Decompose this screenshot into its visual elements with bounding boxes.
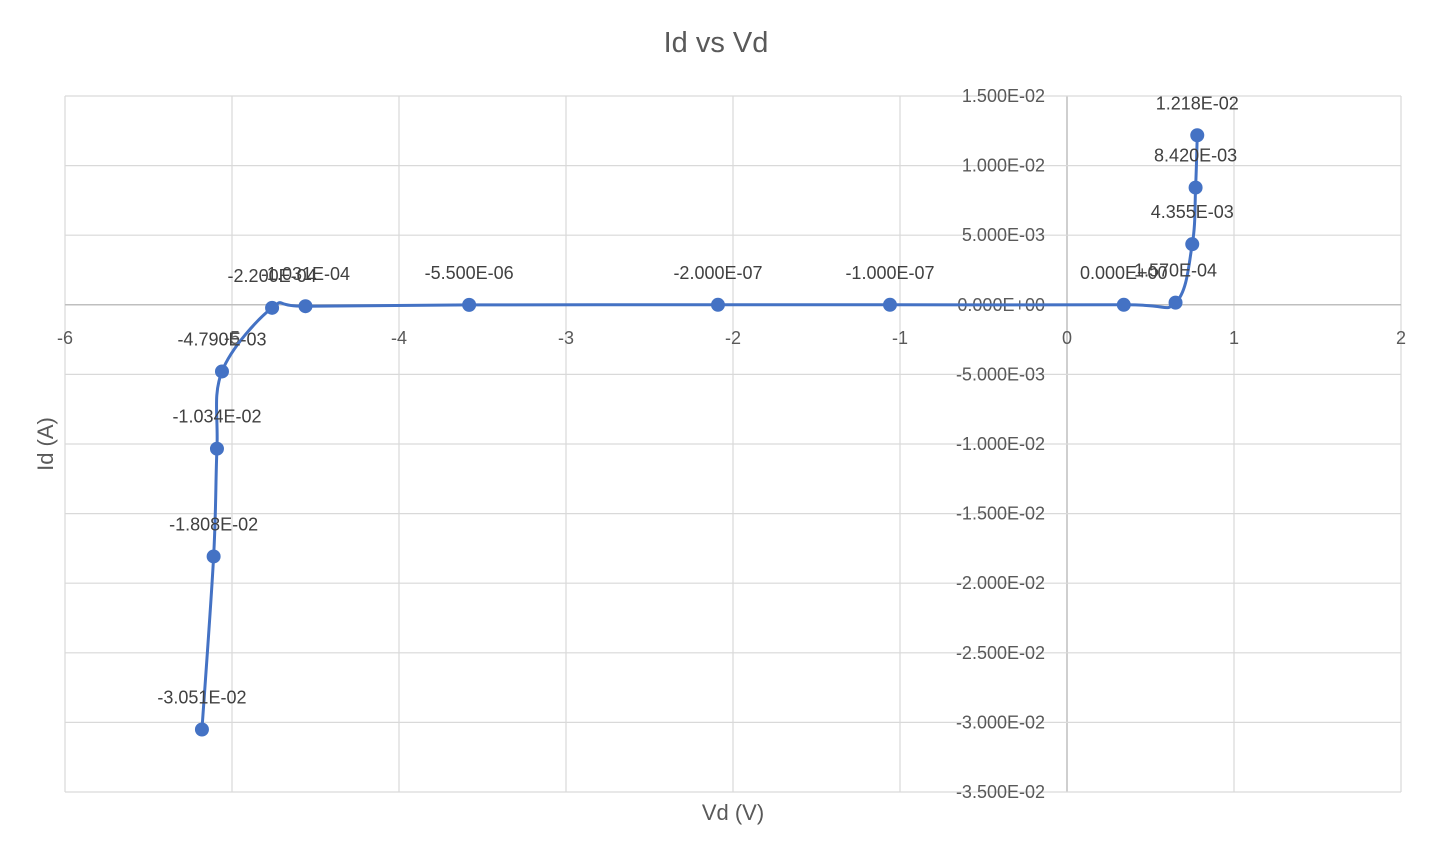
data-point [209,441,224,456]
data-label: -4.790E-03 [177,329,266,349]
y-tick-label: -1.500E-02 [956,504,1045,524]
data-label: -1.808E-02 [169,514,258,534]
data-point [265,300,280,315]
data-point [1190,128,1205,143]
x-tick-label: -1 [892,328,908,348]
data-point [710,297,725,312]
data-label: 8.420E-03 [1154,146,1237,166]
data-label: -1.000E-07 [845,263,934,283]
y-axis-title: Id (A) [33,417,58,471]
x-axis-title: Vd (V) [702,800,764,825]
data-point [1116,297,1131,312]
y-tick-label: 1.500E-02 [962,86,1045,106]
chart-title: Id vs Vd [664,27,769,59]
data-label: -1.034E-02 [172,407,261,427]
x-tick-label: -6 [57,328,73,348]
y-tick-label: 5.000E-03 [962,225,1045,245]
x-tick-label: -2 [725,328,741,348]
data-label: 1.570E-04 [1134,261,1217,281]
data-point [462,297,477,312]
data-point [1188,180,1203,195]
data-label: -3.051E-02 [157,687,246,707]
y-tick-label: -5.000E-03 [956,364,1045,384]
data-label: -1.031E-04 [261,264,350,284]
x-tick-label: 2 [1396,328,1406,348]
x-tick-label: 0 [1062,328,1072,348]
data-point [214,364,229,379]
data-label: -2.200E-04 [228,266,317,286]
x-tick-label: -5 [224,328,240,348]
x-tick-label: 1 [1229,328,1239,348]
y-tick-label: -3.000E-02 [956,712,1045,732]
y-tick-label: -3.500E-02 [956,782,1045,802]
data-point [1185,237,1200,252]
data-label: 0.000E+00 [1080,263,1168,283]
data-label: -2.000E-07 [673,263,762,283]
data-label: -5.500E-06 [425,263,514,283]
y-tick-label: -2.500E-02 [956,643,1045,663]
data-point [206,549,221,564]
data-point [298,299,313,314]
data-point [882,297,897,312]
series-line [200,135,1199,730]
y-tick-label: 1.000E-02 [962,156,1045,176]
data-point [194,722,209,737]
x-tick-label: -3 [558,328,574,348]
y-tick-label: -2.000E-02 [956,573,1045,593]
x-tick-label: -4 [391,328,407,348]
data-label: 1.218E-02 [1156,93,1239,113]
data-label: 4.355E-03 [1151,202,1234,222]
data-point [1168,295,1183,310]
y-tick-label: -1.000E-02 [956,434,1045,454]
